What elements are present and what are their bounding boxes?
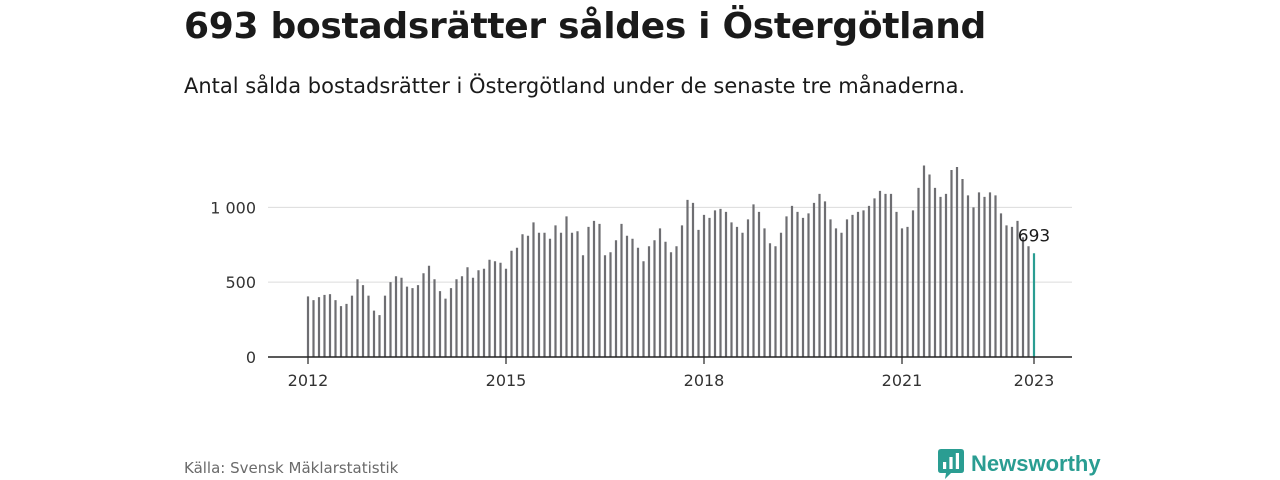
y-tick-label: 0: [246, 348, 256, 367]
source-label: Källa: Svensk Mäklarstatistik: [184, 459, 399, 477]
data-label-latest: 693: [1018, 226, 1050, 246]
brand-name: Newsworthy: [971, 451, 1101, 476]
brand-logo[interactable]: Newsworthy: [938, 449, 1101, 479]
page-subtitle: Antal sålda bostadsrätter i Östergötland…: [184, 74, 966, 98]
newsworthy-logo-icon: [938, 449, 964, 479]
x-tick-label: 2023: [1014, 371, 1055, 390]
page-title: 693 bostadsrätter såldes i Östergötland: [184, 6, 987, 47]
x-tick-label: 2021: [882, 371, 923, 390]
y-tick-label: 500: [225, 273, 256, 292]
bars: [306, 165, 1036, 357]
x-tick-label: 2012: [288, 371, 329, 390]
x-tick-label: 2018: [684, 371, 725, 390]
axes: 0 500 1 000 2012 2015 2018 2021 2023 693: [210, 198, 1072, 390]
y-tick-label: 1 000: [210, 198, 256, 217]
x-tick-label: 2015: [486, 371, 527, 390]
